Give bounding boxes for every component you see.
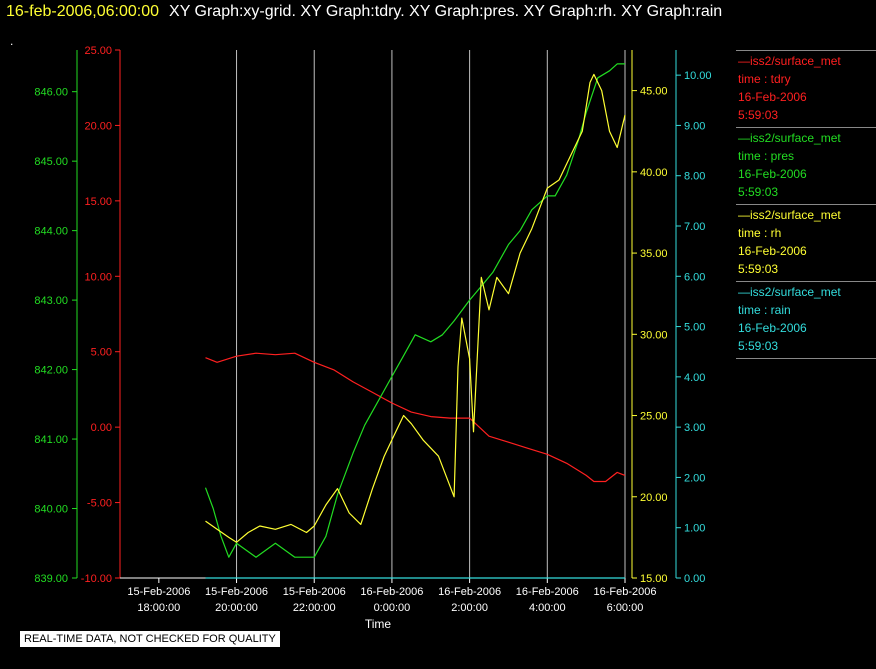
rh-tick-label: 25.00 <box>640 411 668 423</box>
legend-time: 5:59:03 <box>738 262 779 276</box>
tdry-tick-label: -5.00 <box>87 498 112 510</box>
rain-tick-label: 0.00 <box>684 573 705 585</box>
pres-tick-label: 843.00 <box>34 295 68 307</box>
x-tick-label-date: 15-Feb-2006 <box>205 586 268 598</box>
tdry-series-line <box>205 352 626 483</box>
x-tick-label-date: 16-Feb-2006 <box>360 586 423 598</box>
rain-tick-label: 6.00 <box>684 271 705 283</box>
legend-line: —iss2/surface_met <box>738 285 841 299</box>
x-tick-label-time: 4:00:00 <box>529 602 566 614</box>
rh-tick-label: 20.00 <box>640 492 668 504</box>
legend-date: 16-Feb-2006 <box>738 244 807 258</box>
rain-tick-label: 2.00 <box>684 472 705 484</box>
legend-var: time : pres <box>738 149 795 163</box>
pres-series-line <box>204 63 625 558</box>
rain-tick-label: 8.00 <box>684 171 705 183</box>
chart-header: 16-feb-2006,06:00:00 XY Graph:xy-grid. XY… <box>6 3 722 21</box>
tdry-tick-label: 25.00 <box>84 45 112 57</box>
legend-line: —iss2/surface_met <box>738 131 841 145</box>
rh-tick-label: 30.00 <box>640 329 668 341</box>
rain-tick-label: 10.00 <box>684 70 712 82</box>
legend-var: time : tdry <box>738 72 791 86</box>
tdry-tick-label: 15.00 <box>84 196 112 208</box>
header-graph-list: XY Graph:xy-grid. XY Graph:tdry. XY Grap… <box>169 3 723 20</box>
rain-tick-label: 3.00 <box>684 422 705 434</box>
pres-tick-label: 841.00 <box>34 434 68 446</box>
tdry-tick-label: 10.00 <box>84 271 112 283</box>
x-tick-label-time: 20:00:00 <box>215 602 258 614</box>
rain-tick-label: 4.00 <box>684 372 705 384</box>
x-tick-label-time: 22:00:00 <box>293 602 336 614</box>
legend-time: 5:59:03 <box>738 108 779 122</box>
pres-tick-label: 845.00 <box>34 156 68 168</box>
legend-time: 5:59:03 <box>738 339 779 353</box>
rh-series-line <box>205 73 626 543</box>
legend-var: time : rh <box>738 226 782 240</box>
x-tick-label-date: 16-Feb-2006 <box>516 586 579 598</box>
pres-tick-label: 846.00 <box>34 87 68 99</box>
rain-tick-label: 7.00 <box>684 221 705 233</box>
rh-tick-label: 15.00 <box>640 573 668 585</box>
legend-line: —iss2/surface_met <box>738 54 841 68</box>
tdry-tick-label: 0.00 <box>91 422 112 434</box>
x-tick-label-date: 16-Feb-2006 <box>594 586 657 598</box>
x-tick-label-time: 2:00:00 <box>451 602 488 614</box>
rh-tick-label: 45.00 <box>640 86 668 98</box>
header-timestamp: 16-feb-2006,06:00:00 <box>6 3 160 20</box>
x-tick-label-date: 15-Feb-2006 <box>283 586 346 598</box>
pres-tick-label: 842.00 <box>34 365 68 377</box>
legend-line: —iss2/surface_met <box>738 208 841 222</box>
x-tick-label-time: 0:00:00 <box>374 602 411 614</box>
pres-tick-label: 839.00 <box>34 573 68 585</box>
legend-date: 16-Feb-2006 <box>738 321 807 335</box>
tdry-tick-label: 5.00 <box>91 347 112 359</box>
header-dot: . <box>10 34 14 48</box>
x-tick-label-time: 6:00:00 <box>607 602 644 614</box>
rain-tick-label: 9.00 <box>684 120 705 132</box>
tdry-tick-label: -10.00 <box>81 573 112 585</box>
legend-var: time : rain <box>738 303 791 317</box>
pres-tick-label: 844.00 <box>34 226 68 238</box>
pres-tick-label: 840.00 <box>34 504 68 516</box>
legend: —iss2/surface_met time : tdry 16-Feb-2006 5… <box>736 50 876 359</box>
disclaimer-label: REAL-TIME DATA, NOT CHECKED FOR QUALITY <box>20 631 280 647</box>
legend-date: 16-Feb-2006 <box>738 90 807 104</box>
rain-tick-label: 1.00 <box>684 523 705 535</box>
legend-date: 16-Feb-2006 <box>738 167 807 181</box>
rain-tick-label: 5.00 <box>684 322 705 334</box>
rh-tick-label: 35.00 <box>640 248 668 260</box>
x-tick-label-time: 18:00:00 <box>137 602 180 614</box>
x-tick-label-date: 15-Feb-2006 <box>127 586 190 598</box>
rh-tick-label: 40.00 <box>640 167 668 179</box>
x-axis-label: Time <box>365 617 392 631</box>
tdry-tick-label: 20.00 <box>84 120 112 132</box>
legend-time: 5:59:03 <box>738 185 779 199</box>
x-tick-label-date: 16-Feb-2006 <box>438 586 501 598</box>
